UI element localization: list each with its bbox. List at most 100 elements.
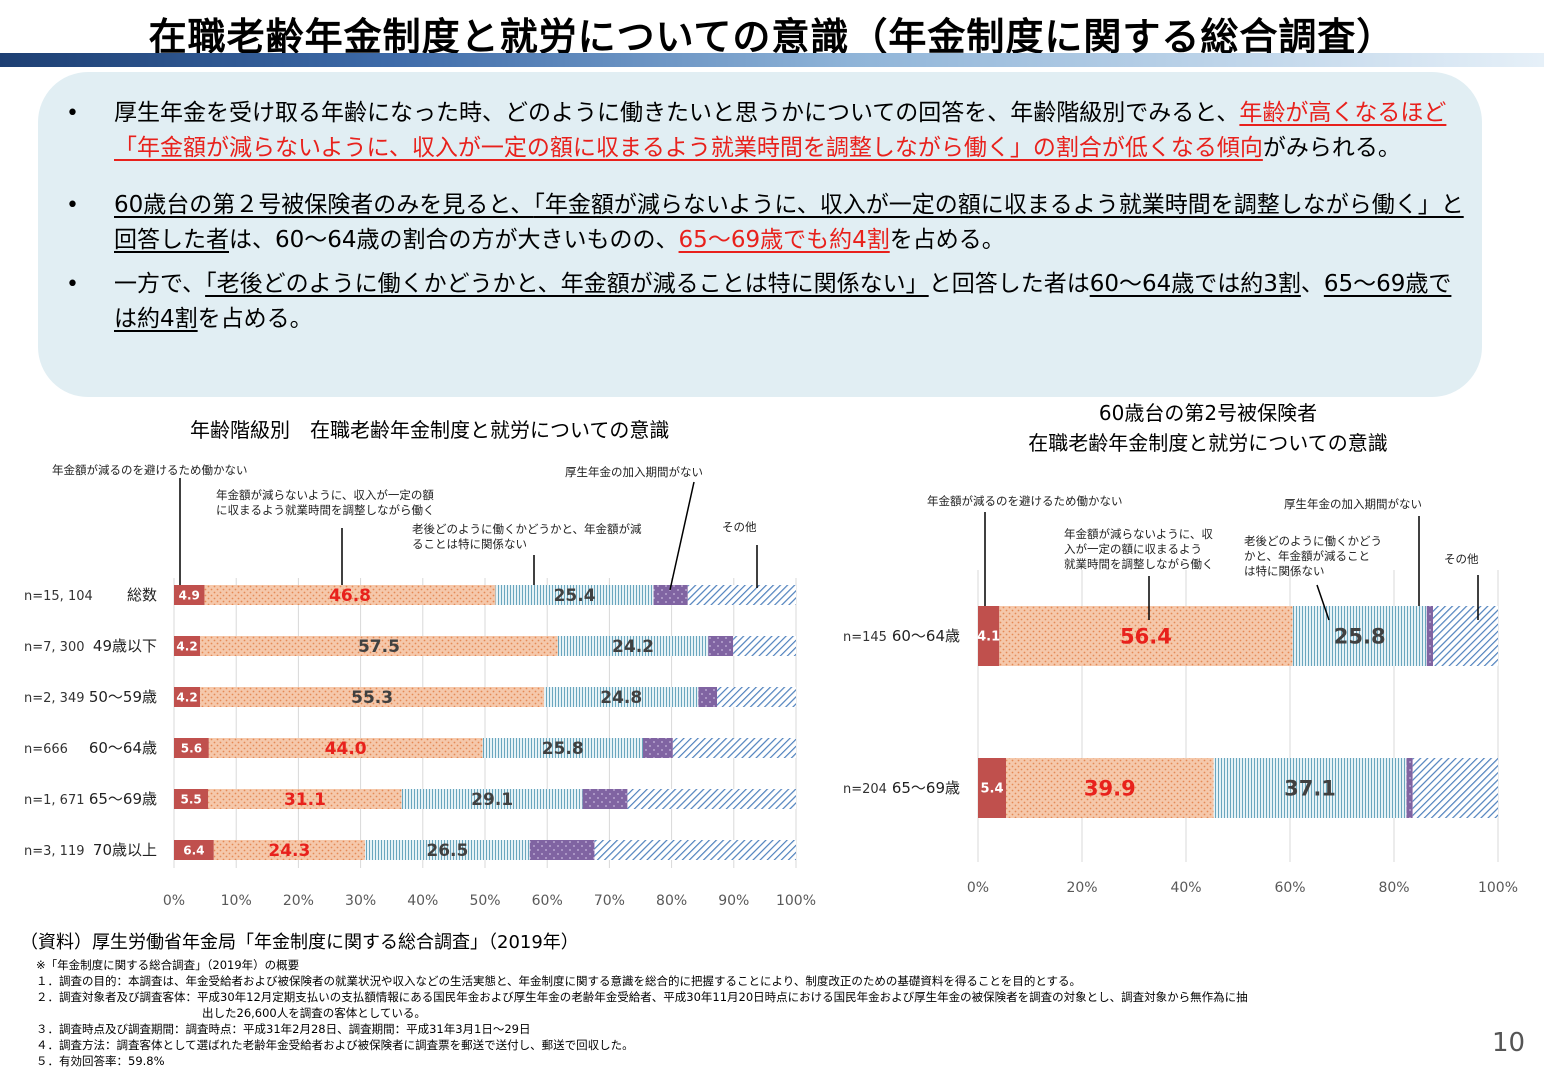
data-label: 29.1 [471, 790, 513, 810]
note-line: ４．調査方法：調査客体として選ばれた老齢年金受給者および被保険者に調査票を郵送で… [36, 1038, 634, 1052]
bar-segment [482, 738, 643, 758]
x-tick-label: 40% [1170, 880, 1201, 896]
x-tick-label: 20% [1066, 880, 1097, 896]
x-tick-label: 0% [967, 880, 989, 896]
page-title: 在職老齢年金制度と就労についての意識（年金制度に関する総合調査） [148, 15, 1396, 59]
bar-segment [204, 585, 496, 605]
callout-label: 年金額が減るのを避けるため働かない [52, 463, 248, 477]
x-tick-label: 50% [469, 893, 500, 909]
note-line: ２．調査対象者及び調査客体：平成30年12月定期支払いの支払額情報にある国民年金… [36, 990, 1248, 1004]
bar-segment [401, 789, 583, 809]
summary-bullets: • 厚生年金を受け取る年齢になった時、どのように働きたいと思うかについての回答を… [66, 96, 1466, 359]
chart2-title: 60歳台の第2号被保険者 在職老齢年金制度と就労についての意識 [1028, 401, 1388, 455]
data-label: 24.2 [612, 637, 654, 657]
summary-bullet-1: • 厚生年金を受け取る年齢になった時、どのように働きたいと思うかについての回答を… [66, 96, 1466, 166]
bar-segment [642, 738, 673, 758]
callout-label: 入が一定の額に収まるよう [1064, 542, 1202, 556]
data-label: 4.2 [176, 690, 197, 704]
data-label: 5.5 [180, 792, 201, 806]
survey-notes: ※「年金制度に関する総合調査」（2019年）の概要 １．調査の目的：本調査は、年… [36, 957, 1496, 1069]
bar-segment [208, 789, 402, 809]
sample-size-label: n=15, 104 [24, 589, 93, 604]
source-citation: （資料）厚生労働省年金局「年金制度に関する総合調査」（2019年） [20, 932, 579, 953]
callout-label: 厚生年金の加入期間がない [565, 465, 703, 479]
bar-segment [557, 636, 709, 656]
bar-segment [653, 585, 688, 605]
summary-panel [38, 72, 1482, 397]
bar-segment [529, 840, 595, 860]
callout-label: 年金額が減らないように、収 [1064, 527, 1213, 541]
sample-size-label: n=1, 671 [24, 793, 84, 808]
callout-label: に収まるよう就業時間を調整しながら働く [216, 503, 435, 517]
bar-segment [174, 789, 209, 809]
data-label: 6.4 [183, 843, 204, 857]
bar-segment [1292, 606, 1427, 666]
bar-segment [672, 738, 796, 758]
data-label: 4.9 [179, 588, 200, 602]
bar-segment [1406, 758, 1413, 818]
sample-size-label: n=145 [843, 630, 887, 645]
data-label: 57.5 [358, 637, 400, 657]
x-tick-label: 100% [776, 893, 816, 909]
category-label: 65～69歳 [892, 779, 960, 797]
page-number: 10 [1492, 1028, 1526, 1058]
bullet-dot-icon: • [66, 193, 79, 218]
data-label: 39.9 [1084, 777, 1136, 801]
sample-size-label: n=2, 349 [24, 691, 84, 706]
summary-bullet-3: • 一方で、「老後どのように働くかどうかと、年金額が減ることは特に関係ない」と回… [66, 267, 1466, 337]
category-label: 総数 [127, 586, 157, 604]
data-label: 37.1 [1284, 777, 1336, 801]
data-label: 44.0 [325, 739, 367, 759]
category-label: 50～59歳 [89, 688, 157, 706]
title-underline-bar [0, 53, 1544, 67]
note-line: １．調査の目的：本調査は、年金受給者および被保険者の就業状況や収入などの生活実態… [36, 974, 1081, 988]
bar-segment [364, 840, 530, 860]
bar-segment [708, 636, 734, 656]
callout-label: 厚生年金の加入期間がない [1284, 497, 1422, 511]
category-label: 60～64歳 [892, 627, 960, 645]
callout-leader [1316, 584, 1330, 621]
bar-segment [213, 840, 365, 860]
callout-label: その他 [1444, 552, 1479, 566]
note-line: ３．調査時点及び調査期間：調査時点：平成31年2月28日、調査期間：平成31年3… [36, 1022, 531, 1036]
sample-size-label: n=3, 119 [24, 844, 84, 859]
callout-label: 年金額が減らないように、収入が一定の額 [216, 488, 434, 502]
data-label: 5.4 [981, 782, 1004, 797]
bar-segment [200, 687, 545, 707]
x-tick-label: 20% [283, 893, 314, 909]
callout-label: その他 [722, 520, 757, 534]
bar-segment [999, 606, 1293, 666]
sample-size-label: n=666 [24, 742, 68, 757]
chart1-title: 年齢階級別 在職老齢年金制度と就労についての意識 [190, 418, 670, 442]
category-label: 65～69歳 [89, 790, 157, 808]
callout-label: かと、年金額が減ること [1244, 549, 1370, 563]
note-line: 出した26,600人を調査の客体としている。 [202, 1006, 426, 1020]
bar-segment [733, 636, 796, 656]
data-label: 24.3 [268, 841, 310, 861]
x-tick-label: 40% [407, 893, 438, 909]
bar-segment [174, 840, 214, 860]
callout-label: ることは特に関係ない [412, 537, 527, 551]
data-label: 5.6 [181, 741, 202, 755]
data-label: 25.8 [1334, 625, 1386, 649]
callout-label: 老後どのように働くかどうかと、年金額が減 [412, 522, 642, 536]
callout-label: 老後どのように働くかどう [1244, 534, 1382, 548]
data-label: 4.2 [176, 639, 197, 653]
callout-label: 就業時間を調整しながら働く [1064, 557, 1214, 571]
bar-segment [200, 636, 558, 656]
x-tick-label: 80% [656, 893, 687, 909]
bar-segment [582, 789, 628, 809]
data-label: 4.1 [977, 630, 1000, 645]
x-tick-label: 60% [532, 893, 563, 909]
x-tick-label: 0% [163, 893, 185, 909]
sample-size-label: n=7, 300 [24, 640, 84, 655]
data-label: 31.1 [284, 790, 326, 810]
x-tick-label: 30% [345, 893, 376, 909]
bullet-dot-icon: • [66, 101, 79, 126]
note-line: ※「年金制度に関する総合調査」（2019年）の概要 [36, 958, 300, 972]
bar-segment [978, 606, 1000, 666]
bar-segment [1412, 758, 1498, 818]
bar-segment [495, 585, 654, 605]
data-label: 25.8 [542, 739, 584, 759]
bar-segment [717, 687, 796, 707]
